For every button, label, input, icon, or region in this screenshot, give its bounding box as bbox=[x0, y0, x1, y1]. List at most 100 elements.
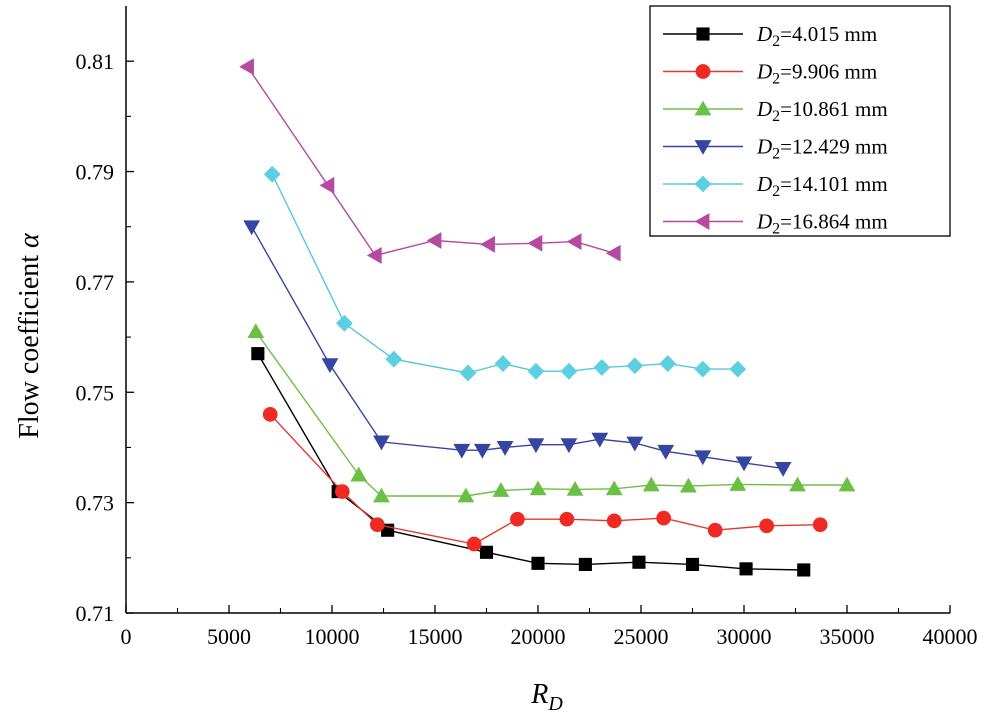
data-point bbox=[559, 511, 575, 527]
data-point bbox=[263, 165, 281, 183]
series-line bbox=[257, 353, 804, 571]
data-point bbox=[593, 359, 611, 376]
y-tick-label: 0.71 bbox=[76, 601, 115, 626]
legend-subscript: 2 bbox=[772, 146, 780, 163]
data-point bbox=[838, 476, 856, 492]
data-point bbox=[529, 480, 547, 496]
legend-entry-4: D2=12.429 mm bbox=[663, 135, 888, 163]
data-point bbox=[247, 323, 265, 338]
data-point bbox=[729, 476, 747, 491]
x-tick-label: 0 bbox=[121, 624, 132, 649]
legend-value: =16.864 mm bbox=[780, 210, 888, 234]
data-point bbox=[366, 247, 382, 264]
legend-symbol: D bbox=[756, 135, 772, 159]
x-tick-label: 35000 bbox=[820, 624, 875, 649]
legend-entry-6: D2=16.864 mm bbox=[663, 210, 888, 238]
x-tick-label: 15000 bbox=[408, 624, 463, 649]
legend-symbol: D bbox=[756, 172, 772, 196]
data-point bbox=[319, 176, 335, 194]
data-point bbox=[496, 441, 514, 456]
legend-entry-5: D2=14.101 mm bbox=[663, 172, 888, 200]
data-point bbox=[453, 443, 471, 459]
data-point bbox=[426, 232, 442, 249]
data-point bbox=[527, 234, 543, 252]
data-point bbox=[385, 350, 403, 368]
legend-label: D2=10.861 mm bbox=[756, 97, 888, 125]
legend-entry-2: D2=9.906 mm bbox=[663, 60, 877, 88]
data-point bbox=[262, 406, 278, 422]
data-point bbox=[632, 555, 646, 569]
data-point bbox=[560, 438, 578, 454]
data-point bbox=[578, 557, 592, 571]
data-point bbox=[480, 235, 495, 253]
x-axis-label: RD bbox=[530, 679, 563, 715]
legend-marker bbox=[694, 175, 712, 193]
data-point bbox=[334, 484, 350, 499]
data-point bbox=[605, 480, 623, 496]
series-line bbox=[251, 226, 784, 470]
data-point bbox=[494, 355, 512, 372]
data-point bbox=[566, 233, 582, 251]
data-point bbox=[656, 510, 672, 526]
axes: 0 5000 10000 15000 20000 25000 30000 35000 40000… bbox=[76, 6, 978, 649]
data-point bbox=[759, 518, 775, 534]
data-point bbox=[694, 450, 712, 466]
series-group bbox=[239, 58, 856, 577]
series-1 bbox=[251, 347, 811, 577]
y-tick-label: 0.81 bbox=[76, 49, 115, 74]
legend-marker bbox=[694, 100, 712, 116]
series-3 bbox=[247, 323, 856, 503]
data-point bbox=[591, 432, 609, 448]
x-tick-label: 30000 bbox=[717, 624, 772, 649]
data-point bbox=[479, 545, 494, 559]
x-tick-label: 25000 bbox=[614, 624, 669, 649]
legend-marker bbox=[694, 140, 712, 155]
data-point bbox=[812, 517, 828, 533]
data-point bbox=[373, 487, 390, 503]
legend-subscript: 2 bbox=[772, 183, 780, 200]
legend-value: =10.861 mm bbox=[780, 97, 888, 121]
legend-marker bbox=[696, 27, 710, 41]
data-point bbox=[739, 562, 753, 576]
legend-value: =14.101 mm bbox=[780, 172, 888, 196]
legend-subscript: 2 bbox=[772, 33, 780, 50]
data-point bbox=[457, 487, 475, 503]
series-line bbox=[246, 66, 615, 257]
legend-symbol: D bbox=[756, 97, 772, 121]
data-point bbox=[531, 556, 545, 570]
data-point bbox=[626, 357, 644, 375]
series-6 bbox=[239, 58, 621, 264]
legend-label: D2=12.429 mm bbox=[756, 135, 888, 163]
data-point bbox=[797, 563, 811, 577]
legend-entry-3: D2=10.861 mm bbox=[663, 97, 888, 125]
legend-symbol: D bbox=[756, 210, 772, 234]
y-axis-label: Flow coefficient α bbox=[14, 232, 45, 439]
legend-label: D2=16.864 mm bbox=[756, 210, 888, 238]
legend-value: =4.015 mm bbox=[780, 22, 877, 46]
data-point bbox=[679, 477, 697, 493]
series-4 bbox=[243, 220, 792, 477]
legend-label: D2=4.015 mm bbox=[756, 22, 877, 50]
data-point bbox=[527, 438, 545, 454]
data-point bbox=[694, 360, 712, 378]
y-tick-label: 0.75 bbox=[76, 380, 115, 405]
data-point bbox=[335, 314, 353, 332]
data-point bbox=[560, 362, 578, 380]
legend-entry-1: D2=4.015 mm bbox=[663, 22, 877, 50]
data-point bbox=[789, 476, 806, 492]
legend-marker bbox=[695, 64, 711, 79]
series-2 bbox=[262, 406, 828, 552]
data-point bbox=[626, 436, 644, 452]
data-point bbox=[659, 355, 677, 372]
legend-subscript: 2 bbox=[772, 108, 780, 125]
legend-label: D2=14.101 mm bbox=[756, 172, 888, 200]
data-point bbox=[459, 364, 477, 382]
y-tick-label: 0.79 bbox=[76, 160, 115, 185]
data-point bbox=[729, 360, 747, 378]
legend-box bbox=[649, 5, 951, 237]
legend-subscript: 2 bbox=[772, 221, 780, 238]
data-point bbox=[510, 511, 525, 527]
legend-symbol: D bbox=[756, 22, 772, 46]
